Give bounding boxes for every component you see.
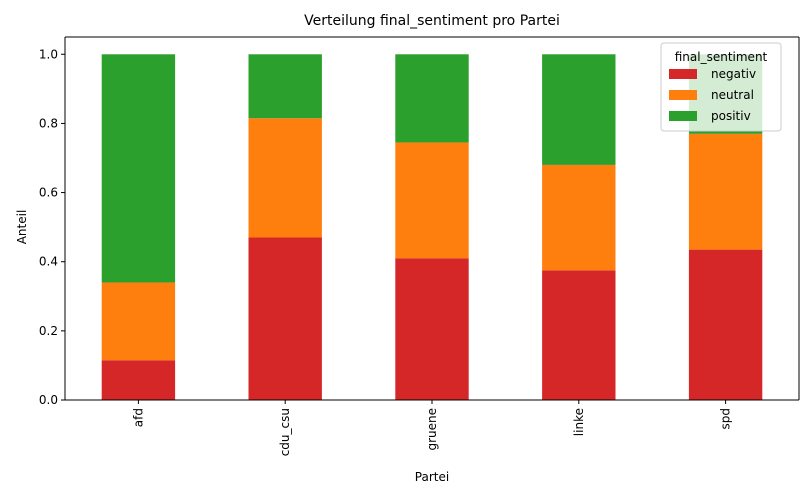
legend: final_sentiment negativ neutral positiv <box>660 42 782 132</box>
bar-spd-negativ <box>688 249 763 400</box>
bar-spd-neutral <box>688 133 763 250</box>
bars-group <box>101 54 763 400</box>
bar-afd-positiv <box>101 54 176 283</box>
y-tick-label: 0.0 <box>39 393 58 407</box>
bar-cdu_csu-negativ <box>248 237 322 400</box>
legend-swatch-neutral <box>669 90 697 100</box>
legend-swatch-negativ <box>669 69 697 79</box>
y-tick-label: 0.6 <box>39 186 58 200</box>
legend-swatch-positiv <box>669 111 697 121</box>
bar-afd-neutral <box>101 282 176 361</box>
x-tick-label-spd: spd <box>719 408 733 430</box>
legend-frame <box>660 42 782 132</box>
bar-gruene-positiv <box>395 54 469 143</box>
bar-cdu_csu-neutral <box>248 118 322 238</box>
legend-label-neutral: neutral <box>711 88 754 102</box>
axes-group: 0.0 0.2 0.4 0.6 0.8 1.0 afd cdu_csu gruene linke s… <box>39 36 800 456</box>
x-tick-label-afd: afd <box>131 408 145 427</box>
bar-linke-negativ <box>542 270 616 400</box>
bar-linke-positiv <box>542 54 616 165</box>
x-tick-label-cdu_csu: cdu_csu <box>278 408 292 456</box>
y-tick-label: 1.0 <box>39 47 58 61</box>
legend-label-negativ: negativ <box>711 67 756 81</box>
bar-gruene-neutral <box>395 142 469 259</box>
x-tick-label-gruene: gruene <box>425 408 439 451</box>
legend-title: final_sentiment <box>675 50 768 64</box>
x-axis-label: Partei <box>415 470 449 484</box>
x-tick-label-linke: linke <box>572 408 586 436</box>
legend-label-positiv: positiv <box>711 109 751 123</box>
y-tick-label: 0.2 <box>39 324 58 338</box>
bar-gruene-negativ <box>395 258 469 400</box>
y-tick-label: 0.4 <box>39 255 58 269</box>
chart-title: Verteilung final_sentiment pro Partei <box>304 13 560 29</box>
bar-linke-neutral <box>542 164 616 271</box>
bar-afd-negativ <box>101 360 176 400</box>
bar-cdu_csu-positiv <box>248 54 322 119</box>
y-axis-label: Anteil <box>15 210 29 245</box>
y-tick-label: 0.8 <box>39 116 58 130</box>
